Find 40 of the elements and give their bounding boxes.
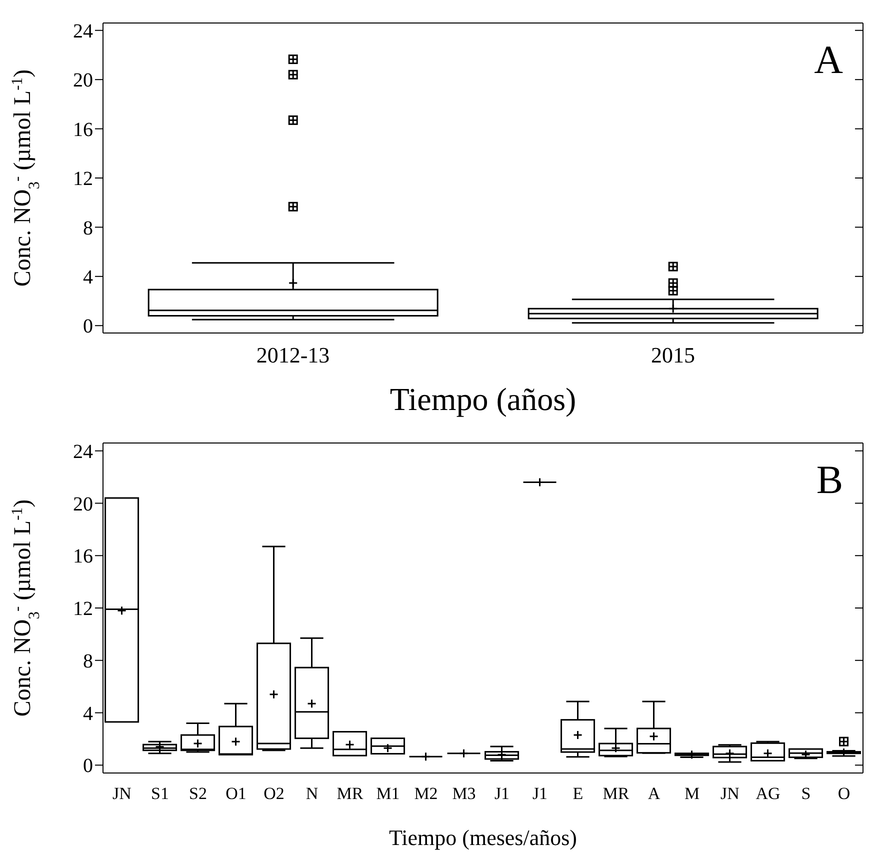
y-tick-label: 16 [73, 118, 93, 141]
x-tick-label: A [648, 784, 661, 804]
x-tick-label: M3 [452, 784, 476, 804]
y-tick-label: 16 [73, 546, 93, 568]
x-tick-label: O [838, 784, 850, 804]
x-tick-label: J1 [494, 784, 510, 804]
x-tick-label: O2 [264, 784, 284, 804]
y-tick-label: 0 [83, 755, 93, 778]
y-tick-label: 8 [83, 650, 93, 672]
x-tick-label: M [684, 784, 700, 804]
y-tick-label: 8 [83, 217, 93, 240]
x-tick-label: 2015 [651, 342, 695, 368]
x-tick-label: O1 [226, 784, 246, 804]
x-tick-label: M1 [376, 784, 400, 804]
x-tick-label: S1 [151, 784, 169, 804]
x-tick-label: 2012-13 [256, 342, 330, 368]
x-tick-label: S2 [189, 784, 207, 804]
x-tick-label: MR [336, 784, 364, 804]
y-tick-label: 20 [73, 493, 93, 516]
y-tick-label: 24 [73, 20, 93, 42]
y-tick-label: 4 [83, 702, 93, 725]
x-tick-label: JN [112, 784, 132, 804]
annotation: A [814, 36, 843, 83]
y-tick-label: 24 [73, 440, 93, 463]
y-tick-label: 20 [73, 70, 93, 92]
x-axis-title: Tiempo (años) [390, 381, 576, 417]
x-tick-label: N [306, 784, 318, 804]
annotation: B [816, 456, 843, 503]
x-tick-label: AG [756, 784, 780, 804]
x-tick-label: JN [720, 784, 740, 804]
x-tick-label: J1 [532, 784, 548, 804]
y-tick-label: 0 [83, 316, 93, 338]
x-tick-label: M2 [414, 784, 438, 804]
y-tick-label: 12 [73, 598, 93, 620]
y-tick-label: 4 [83, 266, 93, 289]
x-tick-label: MR [602, 784, 630, 804]
y-tick-label: 12 [73, 168, 93, 190]
x-axis-title: Tiempo (meses/años) [388, 825, 578, 850]
x-tick-label: E [572, 784, 584, 804]
x-tick-label: S [801, 784, 811, 804]
